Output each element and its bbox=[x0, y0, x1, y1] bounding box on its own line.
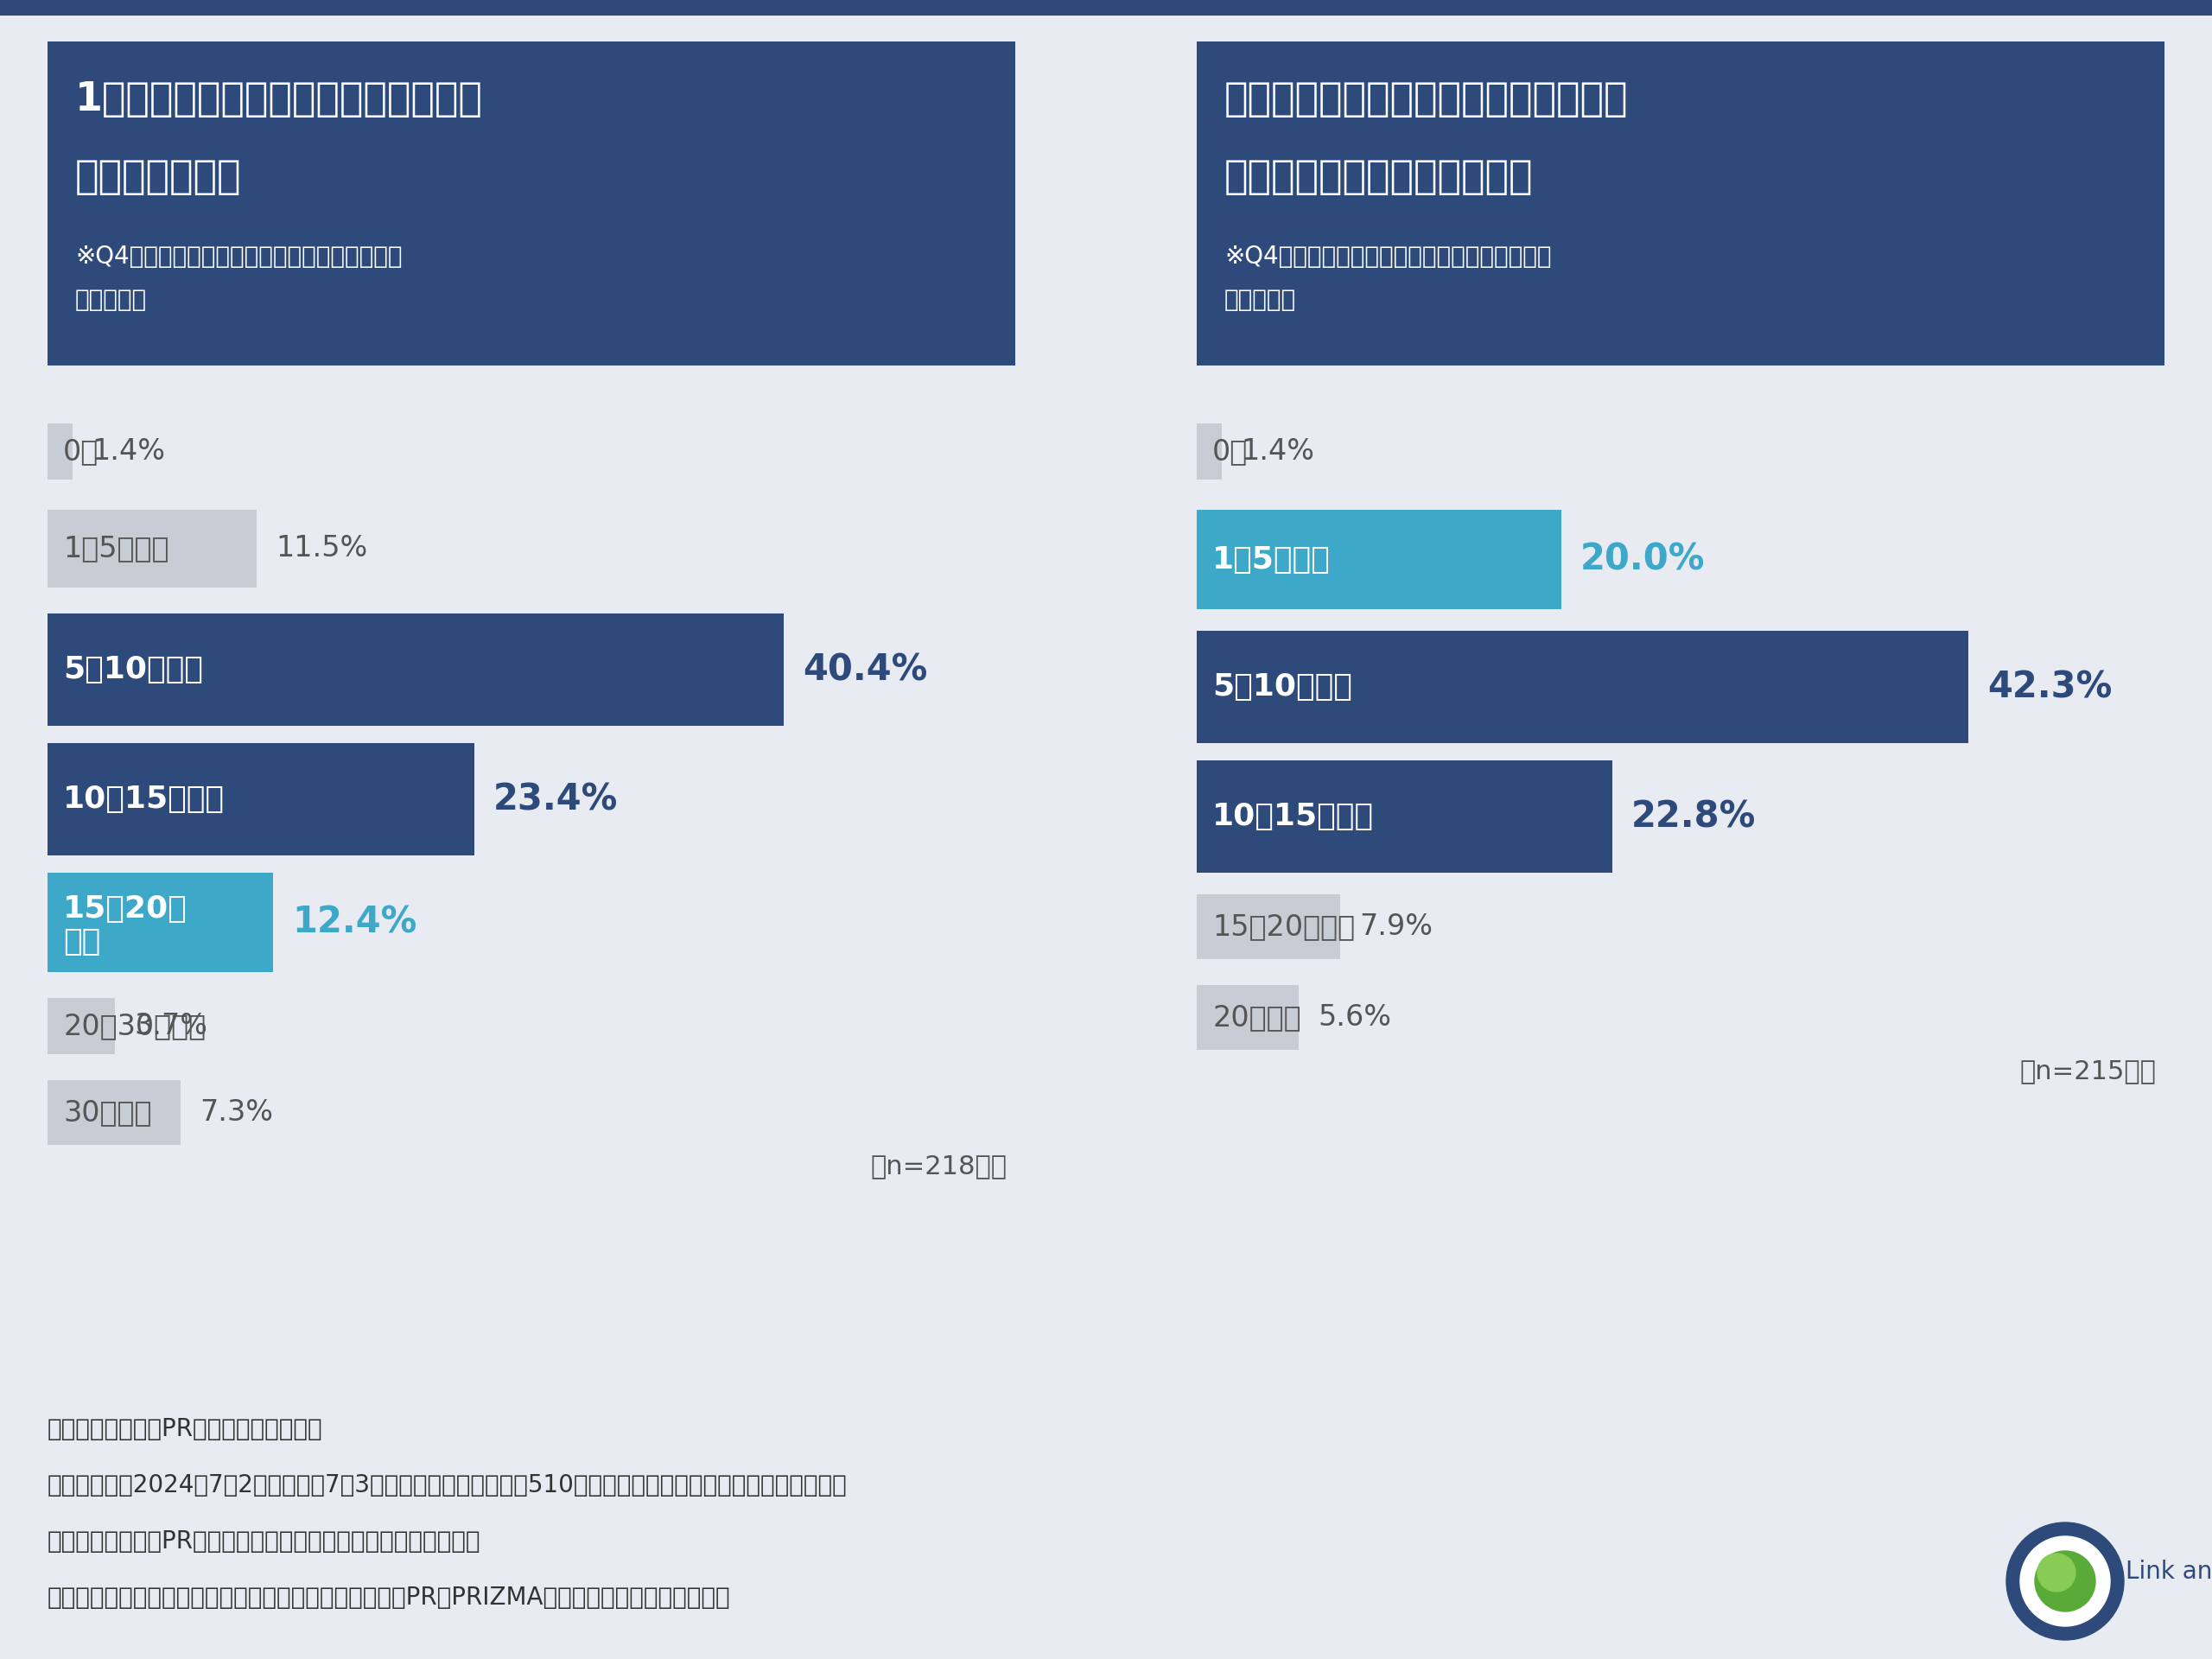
Text: 資料ダウンロード数からどれくらいの: 資料ダウンロード数からどれくらいの bbox=[1225, 80, 1628, 119]
Text: 22.8%: 22.8% bbox=[1632, 798, 1756, 834]
Text: 30件以上: 30件以上 bbox=[64, 1098, 153, 1126]
FancyBboxPatch shape bbox=[1197, 509, 1562, 609]
Text: 教えてください: 教えてください bbox=[75, 158, 241, 197]
Text: 42.3%: 42.3% bbox=[1986, 669, 2112, 705]
FancyBboxPatch shape bbox=[46, 509, 257, 587]
Text: 回答した方: 回答した方 bbox=[1225, 287, 1296, 312]
Text: 3.7%: 3.7% bbox=[135, 1012, 208, 1040]
Text: 未満: 未満 bbox=[64, 927, 100, 956]
FancyBboxPatch shape bbox=[1197, 423, 1221, 479]
FancyBboxPatch shape bbox=[46, 1080, 181, 1145]
Text: 20件以上: 20件以上 bbox=[1212, 1004, 1301, 1032]
FancyBboxPatch shape bbox=[1197, 760, 1613, 873]
Text: 20.0%: 20.0% bbox=[1579, 541, 1705, 577]
Text: 5〜10件未満: 5〜10件未満 bbox=[64, 655, 204, 684]
Text: 商談件数に繋がりましたか？: 商談件数に繋がりましたか？ bbox=[1225, 158, 1533, 197]
Text: ・調査対象：調査PRを実施したことがあるマーケティング担当者: ・調査対象：調査PRを実施したことがあるマーケティング担当者 bbox=[46, 1530, 480, 1553]
FancyBboxPatch shape bbox=[0, 0, 2212, 15]
Text: 11.5%: 11.5% bbox=[276, 534, 367, 562]
Text: ・調査期間：2024年7月2日（火）〜7月3日（水）　・調査人数：510人　・モニター提供元：ゼネラルリサーチ: ・調査期間：2024年7月2日（火）〜7月3日（水） ・調査人数：510人 ・モ… bbox=[46, 1473, 847, 1498]
Text: 40.4%: 40.4% bbox=[803, 652, 927, 688]
Text: 23.4%: 23.4% bbox=[493, 781, 617, 818]
Text: 0件: 0件 bbox=[1212, 438, 1248, 466]
Text: ※Q4で「ホワイトペーパーやお役立ち資料」と: ※Q4で「ホワイトペーパーやお役立ち資料」と bbox=[1225, 244, 1551, 269]
FancyBboxPatch shape bbox=[46, 423, 73, 479]
Text: 0件: 0件 bbox=[64, 438, 100, 466]
Text: 15〜20件未満: 15〜20件未満 bbox=[1212, 912, 1356, 941]
FancyBboxPatch shape bbox=[46, 743, 473, 856]
Circle shape bbox=[2020, 1536, 2110, 1626]
Text: ・調査方法：リンクアンドパートナーズが提供する調査PR「PRIZMA」によるインターネット調査: ・調査方法：リンクアンドパートナーズが提供する調査PR「PRIZMA」によるイン… bbox=[46, 1586, 730, 1609]
Text: 15〜20件: 15〜20件 bbox=[64, 894, 188, 924]
FancyBboxPatch shape bbox=[46, 614, 783, 727]
Text: 10〜15件未満: 10〜15件未満 bbox=[1212, 801, 1374, 831]
Text: 20〜30件未満: 20〜30件未満 bbox=[64, 1012, 206, 1040]
FancyBboxPatch shape bbox=[1197, 985, 1298, 1050]
Text: 7.9%: 7.9% bbox=[1358, 912, 1433, 941]
Text: 1.4%: 1.4% bbox=[1241, 438, 1314, 466]
Text: 5.6%: 5.6% bbox=[1318, 1004, 1391, 1032]
FancyBboxPatch shape bbox=[46, 873, 272, 972]
Text: 1〜5件未満: 1〜5件未満 bbox=[64, 534, 168, 562]
Text: 10〜15件未満: 10〜15件未満 bbox=[64, 785, 226, 815]
Circle shape bbox=[2035, 1551, 2095, 1611]
Text: 1.4%: 1.4% bbox=[91, 438, 166, 466]
FancyBboxPatch shape bbox=[46, 41, 1015, 365]
Text: （n=215人）: （n=215人） bbox=[2020, 1058, 2157, 1083]
FancyBboxPatch shape bbox=[1197, 630, 1969, 743]
Text: 7.3%: 7.3% bbox=[199, 1098, 272, 1126]
Circle shape bbox=[2006, 1523, 2124, 1641]
Text: ※Q4で「ホワイトペーパーやお役立ち資料」と: ※Q4で「ホワイトペーパーやお役立ち資料」と bbox=[75, 244, 403, 269]
Text: 回答した方: 回答した方 bbox=[75, 287, 146, 312]
Text: 12.4%: 12.4% bbox=[292, 904, 416, 941]
Text: 《調査概要：調査PRに関するアンケート: 《調査概要：調査PRに関するアンケート bbox=[46, 1417, 323, 1442]
FancyBboxPatch shape bbox=[46, 999, 115, 1053]
Text: 1〜5件未満: 1〜5件未満 bbox=[1212, 544, 1329, 574]
Circle shape bbox=[2037, 1553, 2075, 1591]
Text: 5〜10件未満: 5〜10件未満 bbox=[1212, 672, 1352, 702]
Text: 1記事あたりの資料ダウンロード数を: 1記事あたりの資料ダウンロード数を bbox=[75, 80, 482, 119]
Text: （n=218人）: （n=218人） bbox=[869, 1153, 1006, 1178]
Text: Link and Partners: Link and Partners bbox=[2126, 1559, 2212, 1584]
FancyBboxPatch shape bbox=[1197, 41, 2166, 365]
FancyBboxPatch shape bbox=[1197, 894, 1340, 959]
